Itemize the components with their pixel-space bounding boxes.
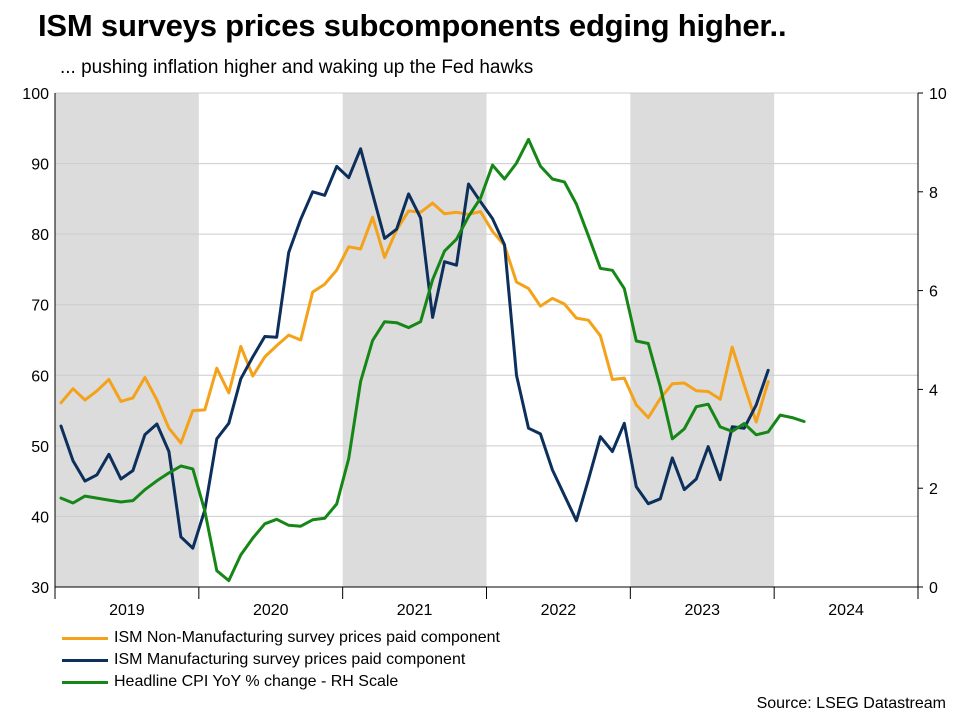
shaded-band-2 — [630, 93, 775, 587]
series-line-ism-nonmanufacturing — [59, 201, 770, 445]
legend-swatch-cpi — [62, 680, 108, 684]
y-right-tick-label: 6 — [929, 284, 938, 301]
y-left-tick-label: 80 — [31, 227, 49, 244]
legend-label-ism-manufacturing: ISM Manufacturing survey prices paid com… — [114, 651, 466, 668]
legend-item-ism-manufacturing: ISM Manufacturing survey prices paid com… — [62, 649, 500, 671]
series-line-cpi — [59, 137, 806, 583]
source-note: Source: LSEG Datastream — [756, 695, 946, 712]
legend-swatch-ism-nonmanufacturing — [62, 636, 108, 640]
legend: ISM Non-Manufacturing survey prices paid… — [62, 627, 500, 693]
legend-item-cpi: Headline CPI YoY % change - RH Scale — [62, 671, 500, 693]
series-line-ism-manufacturing — [59, 147, 770, 550]
x-tick-label: 2020 — [253, 602, 289, 619]
x-tick-label: 2021 — [397, 602, 433, 619]
y-left-tick-label: 40 — [31, 509, 49, 526]
chart-title: ISM surveys prices subcomponents edging … — [38, 8, 787, 43]
legend-label-cpi: Headline CPI YoY % change - RH Scale — [114, 673, 399, 690]
legend-swatch-ism-manufacturing — [62, 658, 108, 662]
y-left-tick-label: 90 — [31, 157, 49, 174]
legend-label-ism-nonmanufacturing: ISM Non-Manufacturing survey prices paid… — [114, 629, 500, 646]
y-right-tick-label: 2 — [929, 481, 938, 498]
legend-item-ism-nonmanufacturing: ISM Non-Manufacturing survey prices paid… — [62, 627, 500, 649]
y-left-tick-label: 60 — [31, 368, 49, 385]
y-left-tick-label: 50 — [31, 439, 49, 456]
x-tick-label: 2022 — [541, 602, 577, 619]
y-right-tick-label: 0 — [929, 580, 938, 597]
y-right-tick-label: 8 — [929, 185, 938, 202]
x-tick-label: 2023 — [684, 602, 720, 619]
chart-subtitle: ... pushing inflation higher and waking … — [60, 57, 534, 78]
x-tick-label: 2024 — [828, 602, 864, 619]
y-left-tick-label: 100 — [22, 86, 49, 103]
y-right-tick-label: 10 — [929, 86, 947, 103]
x-tick-label: 2019 — [109, 602, 145, 619]
y-left-tick-label: 70 — [31, 298, 49, 315]
y-right-tick-label: 4 — [929, 382, 938, 399]
y-left-tick-label: 30 — [31, 580, 49, 597]
